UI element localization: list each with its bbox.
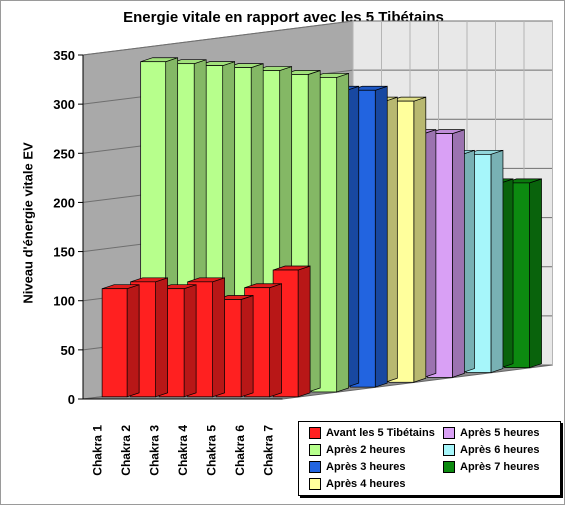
legend-swatch [309, 444, 321, 456]
bar-side [336, 72, 350, 393]
y-tick-label: 200 [53, 195, 75, 210]
legend-item: Après 2 heures [309, 444, 405, 456]
legend-swatch [443, 444, 455, 456]
legend-swatch [443, 461, 455, 473]
y-tick-label: 250 [53, 146, 75, 161]
bar-front [101, 288, 128, 398]
bar-side [269, 283, 282, 398]
bars [101, 57, 542, 398]
bar-side [413, 96, 427, 383]
bar-side [374, 85, 388, 388]
y-tick-label: 300 [53, 97, 75, 112]
x-tick-labels: Chakra 1 Chakra 2 Chakra 3 Chakra 4 Chakra 5… [90, 425, 275, 476]
x-tick-label: Chakra 6 [233, 425, 247, 476]
bar-side [126, 284, 140, 398]
legend-label: Après 2 heures [326, 444, 406, 456]
legend-label: Après 6 heures [460, 444, 540, 456]
legend-label: Après 7 heures [460, 461, 540, 473]
bar [130, 277, 168, 398]
x-tick-label: Chakra 3 [147, 425, 161, 476]
legend-item: Après 3 heures [309, 461, 405, 473]
axes [78, 54, 283, 400]
bar-side [529, 178, 542, 369]
y-tick-label: 50 [61, 343, 75, 358]
legend: Avant les 5 Tibétains Après 5 heures Après… [298, 421, 561, 496]
y-tick-label: 0 [68, 392, 75, 407]
x-tick-label: Chakra 2 [119, 425, 133, 476]
legend-item: Après 4 heures [309, 478, 405, 490]
legend-item: Après 6 heures [443, 444, 539, 456]
x-tick-label: Chakra 5 [204, 425, 218, 476]
bar-side [297, 265, 311, 398]
y-tick-label: 150 [53, 245, 75, 260]
legend-item: Avant les 5 Tibétains [309, 427, 435, 439]
x-tick-label: Chakra 1 [90, 425, 104, 476]
legend-swatch [309, 478, 321, 490]
legend-swatch [309, 461, 321, 473]
x-tick-label: Chakra 7 [261, 425, 275, 476]
y-tick-label: 100 [53, 294, 75, 309]
legend-item: Après 5 heures [443, 427, 539, 439]
bar-side [240, 295, 254, 398]
y-tick-label: 350 [53, 48, 75, 63]
legend-swatch [443, 427, 455, 439]
bar-side [490, 149, 504, 374]
legend-label: Avant les 5 Tibétains [326, 427, 435, 439]
legend-label: Après 3 heures [326, 461, 406, 473]
legend-swatch [309, 427, 321, 439]
legend-item: Après 7 heures [443, 461, 539, 473]
legend-label: Après 4 heures [326, 478, 406, 490]
bar-side [155, 277, 168, 398]
bar-side [452, 129, 465, 378]
bar [101, 284, 140, 398]
legend-label: Après 5 heures [460, 427, 540, 439]
x-tick-label: Chakra 4 [176, 425, 190, 476]
bar-side [183, 284, 197, 398]
bar-side [212, 277, 225, 398]
y-tick-labels: 0 50 100 150 200 250 300 350 [53, 48, 75, 407]
